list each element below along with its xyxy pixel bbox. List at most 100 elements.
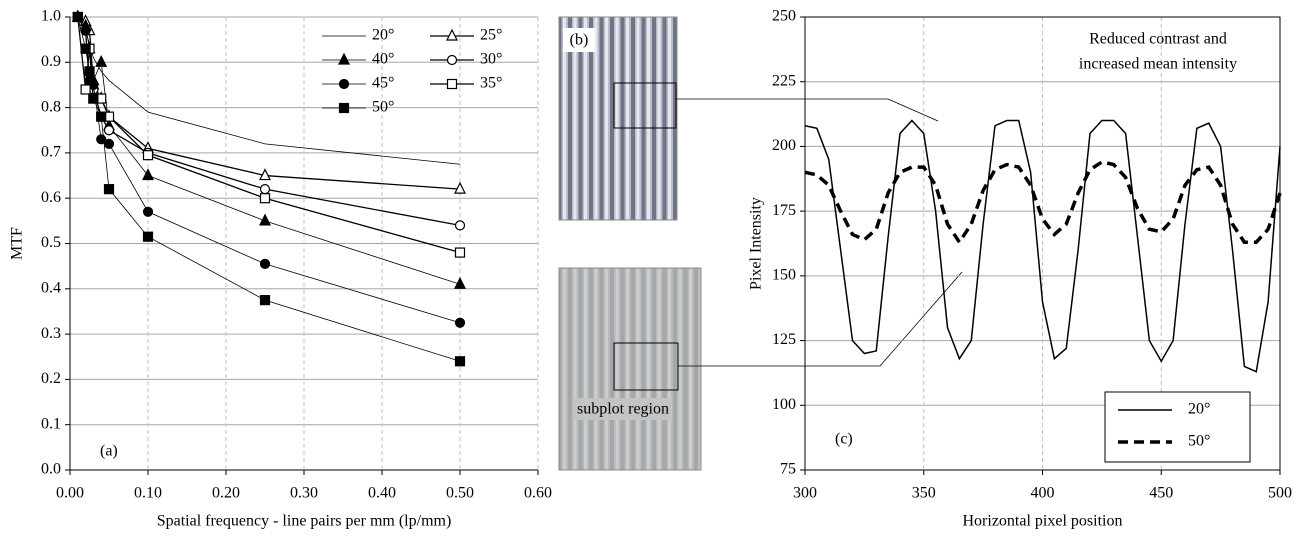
marker [88, 93, 99, 104]
legend-label: 30° [480, 51, 502, 68]
y-tick-label: 250 [772, 8, 796, 25]
panel-label: (c) [835, 431, 853, 448]
y-tick-label: 225 [772, 72, 796, 89]
marker [446, 54, 458, 66]
marker [454, 247, 466, 258]
marker [95, 54, 108, 67]
x-axis-title: Horizontal pixel position [963, 513, 1123, 530]
marker [96, 111, 107, 122]
marker [338, 102, 350, 114]
legend-label: 50° [372, 99, 394, 116]
marker [103, 125, 115, 136]
marker [142, 150, 154, 161]
legend-label: 50° [1188, 433, 1210, 450]
legend-box [1104, 391, 1251, 463]
panel-label: (b) [570, 32, 589, 49]
x-tick-label: 0.00 [56, 485, 84, 502]
y-tick-label: 175 [772, 202, 796, 219]
marker [80, 84, 91, 95]
marker [259, 213, 271, 226]
y-tick-label: 0.0 [41, 461, 61, 478]
legend-label: 25° [480, 27, 502, 44]
marker [80, 43, 91, 54]
series-line [804, 119, 1281, 373]
x-axis-title: Spatial frequency - line pairs per mm (l… [157, 513, 452, 530]
x-tick-label: 0.10 [134, 485, 162, 502]
legend-label: 20° [372, 27, 394, 44]
x-tick-label: 350 [912, 485, 936, 502]
y-tick-label: 0.9 [41, 53, 61, 70]
y-tick-label: 0.6 [41, 189, 61, 206]
annotation: Reduced contrast and [1089, 31, 1227, 48]
x-tick-label: 400 [1031, 485, 1055, 502]
marker [446, 28, 458, 41]
y-tick-label: 0.3 [41, 325, 61, 342]
series-line [804, 160, 1282, 246]
caption-box [574, 398, 672, 420]
marker [142, 206, 154, 217]
y-tick-label: 100 [772, 396, 796, 413]
marker [80, 25, 91, 36]
legend-label: 45° [372, 75, 394, 92]
series-line [77, 16, 461, 324]
marker [142, 168, 154, 181]
legend-label: 35° [480, 75, 502, 92]
image-low-contrast [558, 267, 702, 471]
y-tick-label: 0.1 [41, 415, 61, 432]
panel-label: (a) [100, 443, 118, 460]
connector [676, 98, 939, 122]
plot-frame [804, 16, 1281, 471]
connector [678, 271, 963, 367]
y-tick-label: 0.7 [41, 144, 61, 161]
marker [338, 78, 350, 90]
y-tick-label: 150 [772, 267, 796, 284]
label-box [563, 28, 595, 52]
marker [84, 66, 95, 77]
y-tick-label: 0.4 [41, 279, 61, 296]
marker [72, 11, 83, 23]
x-tick-label: 300 [793, 485, 817, 502]
marker [454, 181, 466, 194]
marker [259, 193, 271, 204]
marker [454, 317, 466, 328]
y-tick-label: 1.0 [41, 8, 61, 25]
legend-label: 20° [1188, 401, 1210, 418]
x-tick-label: 0.20 [212, 485, 240, 502]
marker [446, 78, 458, 90]
y-tick-label: 0.2 [41, 370, 61, 387]
marker [142, 231, 154, 242]
caption: subplot region [577, 401, 669, 418]
x-tick-label: 450 [1149, 485, 1173, 502]
marker [454, 220, 466, 231]
series-line [77, 16, 461, 254]
marker [338, 52, 350, 65]
y-tick-label: 75 [780, 461, 796, 478]
y-axis-title: Pixel Intensity [748, 197, 765, 290]
x-tick-label: 0.30 [290, 485, 318, 502]
y-axis-title: MTF [9, 227, 26, 260]
y-tick-label: 200 [772, 137, 796, 154]
marker [454, 276, 466, 289]
subplot-box [613, 342, 679, 391]
marker [103, 138, 115, 149]
subplot-box [613, 82, 677, 129]
x-tick-label: 0.60 [524, 485, 552, 502]
y-tick-label: 0.5 [41, 234, 61, 251]
marker [259, 168, 271, 181]
annotation: increased mean intensity [1079, 56, 1237, 73]
series-line [77, 16, 461, 285]
marker [103, 184, 115, 195]
x-tick-label: 0.50 [446, 485, 474, 502]
series-line [77, 16, 461, 190]
marker [259, 184, 271, 195]
x-tick-label: 500 [1268, 485, 1292, 502]
marker [259, 295, 271, 306]
y-tick-label: 0.8 [41, 98, 61, 115]
marker [454, 356, 466, 367]
legend-label: 40° [372, 51, 394, 68]
marker [259, 258, 271, 269]
x-tick-label: 0.40 [368, 485, 396, 502]
y-tick-label: 125 [772, 331, 796, 348]
